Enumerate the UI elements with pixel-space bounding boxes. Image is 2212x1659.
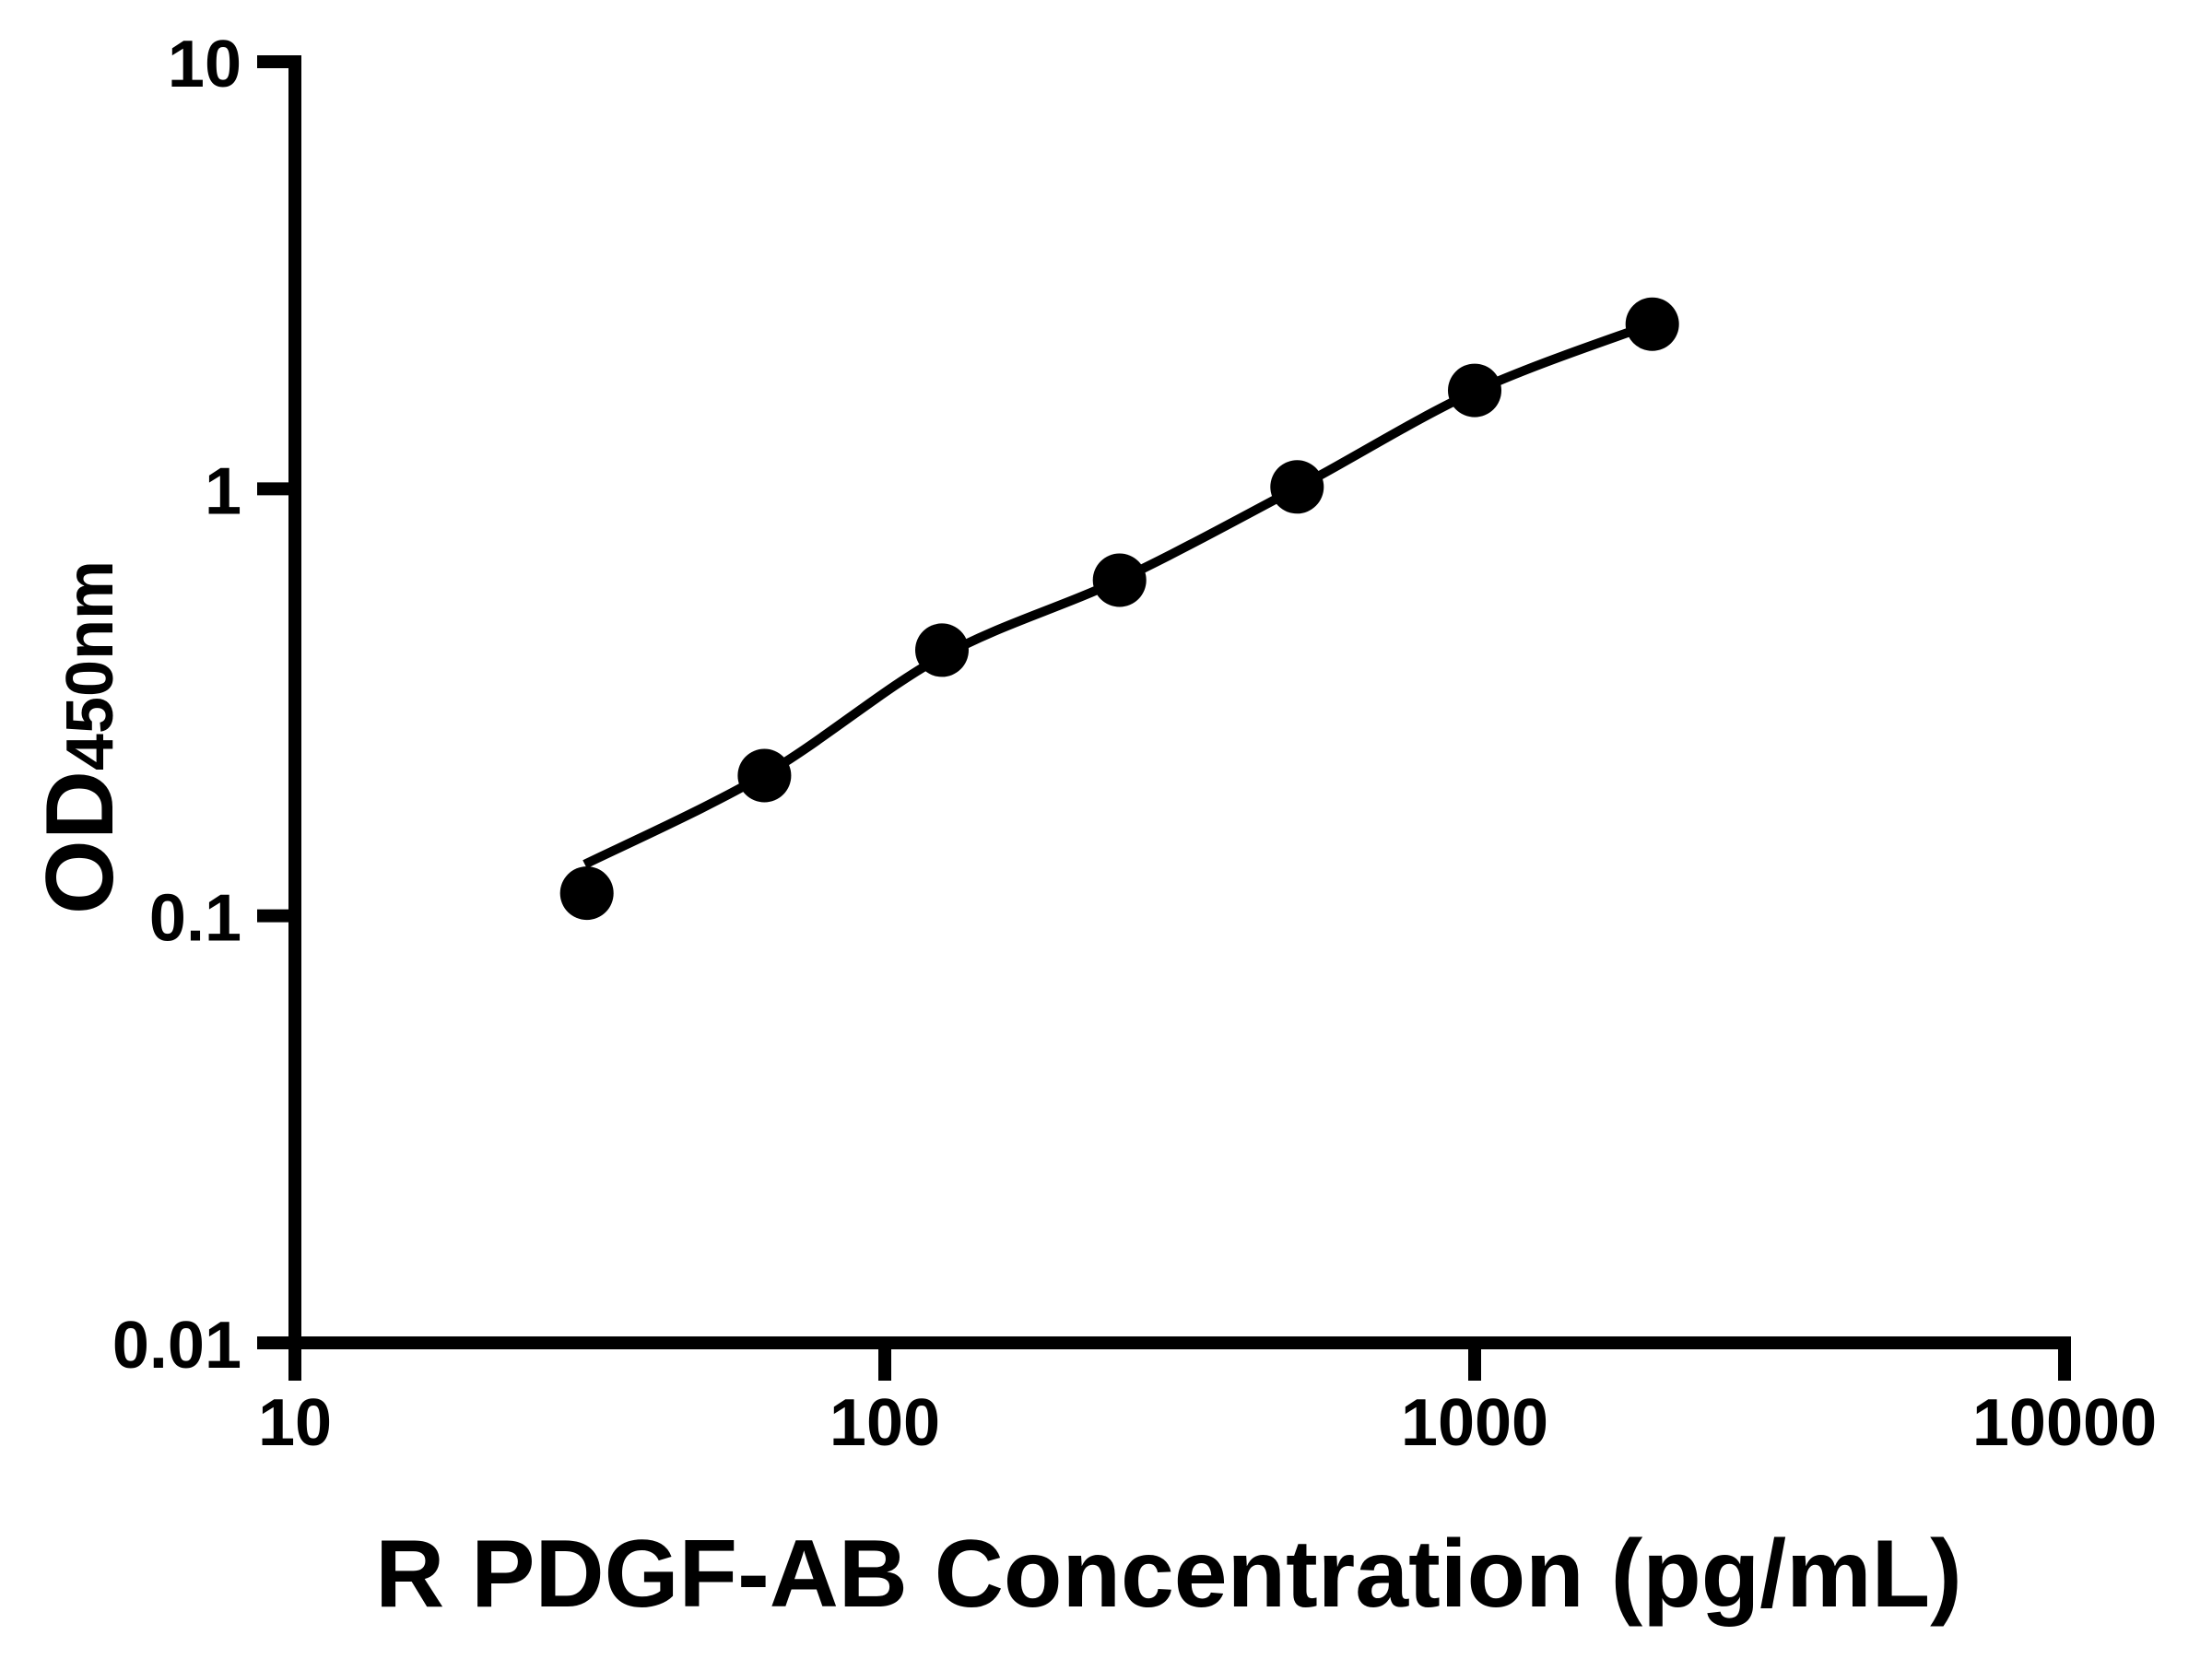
- y-axis-title-main: OD: [27, 771, 134, 914]
- x-tick-label-10: 10: [258, 1386, 332, 1460]
- x-axis-title: R PDGF-AB Concentration (pg/mL): [375, 1521, 1962, 1628]
- y-tick-label-1: 1: [205, 454, 241, 528]
- data-point-62.5: [737, 748, 792, 803]
- data-point-500: [1270, 460, 1324, 514]
- axes-layer: [288, 55, 2071, 1349]
- data-point-250: [1092, 553, 1147, 607]
- x-tick-label-100: 100: [830, 1386, 940, 1460]
- x-tick-label-10000: 10000: [1972, 1386, 2157, 1460]
- y-tick-label-10: 10: [168, 28, 241, 101]
- y-tick-label-0.01: 0.01: [112, 1309, 241, 1382]
- data-point-2000: [1625, 297, 1679, 351]
- y-axis-title-subscript: 450nm: [53, 560, 127, 771]
- data-point-31.25: [559, 866, 614, 921]
- axes-spine: [288, 55, 2071, 1349]
- x-tick-label-1000: 1000: [1401, 1386, 1548, 1460]
- ticks-layer: [257, 55, 2071, 1381]
- data-points-layer: [559, 297, 1679, 921]
- y-tick-label-0.1: 0.1: [149, 882, 241, 956]
- data-point-125: [915, 623, 969, 677]
- y-axis-title: OD450nm: [27, 560, 134, 914]
- data-point-1000: [1448, 363, 1501, 418]
